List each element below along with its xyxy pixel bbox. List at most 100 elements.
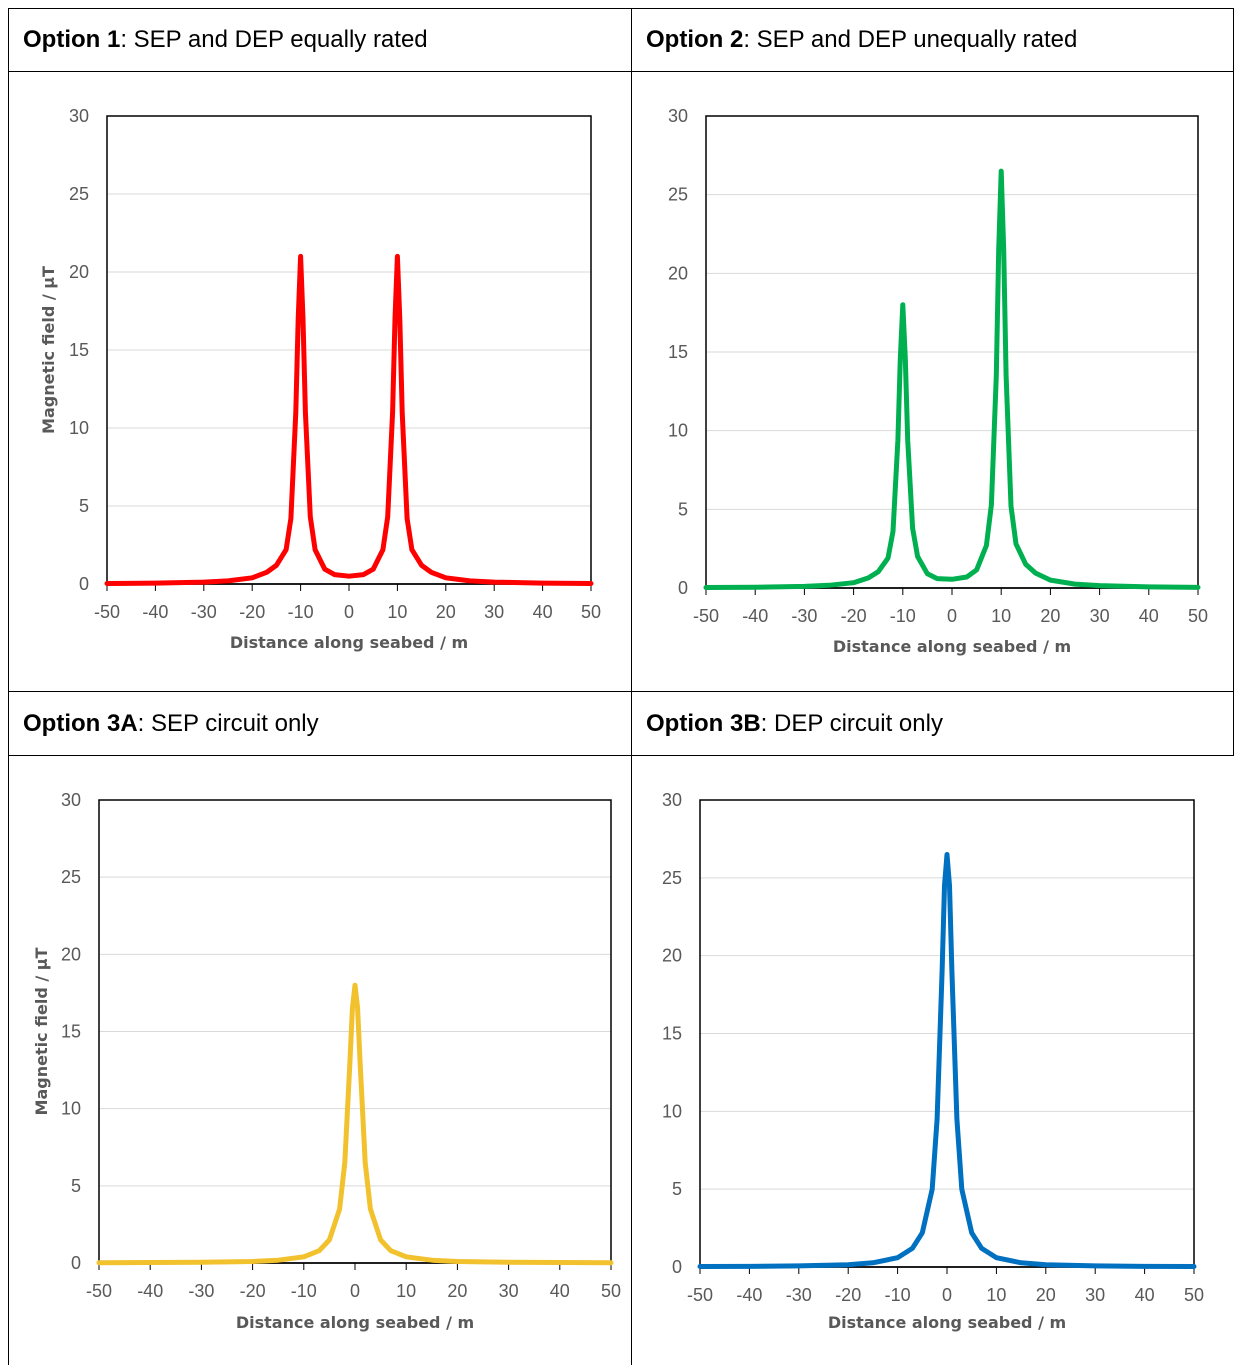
y-tick-label: 15 [662,1024,682,1044]
x-tick-label: 20 [1036,1285,1056,1305]
chart-option-3a: 0 5 10 15 20 25 30 -50 -40 -30 -20 -10 0 10 20 30 40 50 Di… [32,790,621,1332]
y-tick-label: 20 [69,262,89,282]
y-axis-title: Magnetic field / µT [32,947,51,1115]
x-tick-label: -10 [291,1281,317,1301]
x-axis-title: Distance along seabed / m [828,1313,1066,1332]
x-tick-label: 30 [499,1281,519,1301]
y-tick-label: 20 [61,944,81,964]
x-tick-label: -10 [885,1285,911,1305]
y-axis-title: Magnetic field / µT [39,266,58,434]
chart-cell-2: 0 5 10 15 20 25 30 -50 -40 -30 -20 -10 0 10 20 30 40 50 Di… [632,72,1234,692]
x-tick-label: 10 [986,1285,1006,1305]
y-tick-label: 5 [672,1179,682,1199]
y-tick-label: 0 [79,574,89,594]
panel-header-text: : SEP and DEP unequally rated [743,26,1078,53]
x-tick-label: -20 [835,1285,861,1305]
panel-header-text: : SEP and DEP equally rated [120,26,428,53]
y-tick-label: 20 [662,946,682,966]
chart-cell-4: 0 5 10 15 20 25 30 -50 -40 -30 -20 -10 0 10 20 30 40 50 Di… [632,756,1234,1365]
figure-table: Option 1: SEP and DEP equally rated Opti… [8,8,1234,1365]
panel-header-bold: Option 1 [23,26,121,53]
y-tick-label: 10 [662,1101,682,1121]
x-tick-label: 40 [1139,606,1159,626]
x-tick-label: 40 [1135,1285,1155,1305]
y-tick-label: 10 [668,421,688,441]
panel-header-1: Option 1: SEP and DEP equally rated [8,8,632,72]
x-tick-label: 50 [581,602,601,622]
y-tick-label: 0 [672,1257,682,1277]
panel-header-2: Option 2: SEP and DEP unequally rated [632,8,1234,72]
x-tick-label: 0 [344,602,354,622]
y-tick-label: 20 [668,263,688,283]
y-tick-label: 25 [69,184,89,204]
y-tick-label: 25 [662,868,682,888]
x-tick-label: 0 [350,1281,360,1301]
x-tick-label: 10 [991,606,1011,626]
x-tick-label: -30 [786,1285,812,1305]
x-tick-label: 10 [396,1281,416,1301]
y-tick-label: 25 [61,867,81,887]
data-series-line [703,168,1201,590]
y-tick-label: 5 [71,1176,81,1196]
y-tick-label: 30 [662,790,682,810]
y-tick-label: 0 [678,578,688,598]
y-tick-label: 0 [71,1253,81,1273]
x-axis-title: Distance along seabed / m [833,637,1071,656]
y-tick-label: 15 [668,342,688,362]
x-tick-label: -40 [736,1285,762,1305]
x-tick-label: -10 [288,602,314,622]
x-tick-label: -50 [687,1285,713,1305]
chart-option-3b: 0 5 10 15 20 25 30 -50 -40 -30 -20 -10 0 10 20 30 40 50 Di… [662,790,1204,1332]
data-series-line [104,253,594,586]
y-tick-label: 5 [79,496,89,516]
x-tick-label: 20 [447,1281,467,1301]
x-tick-label: 30 [1085,1285,1105,1305]
x-tick-label: 40 [550,1281,570,1301]
x-tick-label: 50 [1188,606,1208,626]
chart-option-2: 0 5 10 15 20 25 30 -50 -40 -30 -20 -10 0 10 20 30 40 50 Di… [668,106,1208,656]
y-tick-label: 15 [69,340,89,360]
panel-header-text: : SEP circuit only [137,709,319,737]
x-tick-label: 30 [1090,606,1110,626]
x-tick-label: -50 [86,1281,112,1301]
x-tick-label: -40 [742,606,768,626]
x-tick-label: -40 [142,602,168,622]
x-tick-label: -50 [693,606,719,626]
chart-cell-3: 0 5 10 15 20 25 30 -50 -40 -30 -20 -10 0 10 20 30 40 50 Di… [8,756,632,1365]
x-tick-label: 0 [947,606,957,626]
x-tick-label: -50 [94,602,120,622]
x-tick-label: -30 [791,606,817,626]
x-axis-title: Distance along seabed / m [230,633,468,652]
x-tick-label: -40 [137,1281,163,1301]
x-tick-label: -10 [890,606,916,626]
x-tick-label: 30 [484,602,504,622]
y-tick-label: 5 [678,499,688,519]
chart-option-1: 0 5 10 15 20 25 30 -50 -40 -30 -20 -10 0 10 20 30 40 50 Di… [39,106,601,652]
x-tick-label: 50 [1184,1285,1204,1305]
panel-header-4: Option 3B: DEP circuit only [632,692,1234,756]
panel-header-text: : DEP circuit only [760,709,943,737]
panel-header-bold: Option 2 [646,26,744,53]
x-axis-title: Distance along seabed / m [236,1313,474,1332]
data-series-line [96,982,614,1266]
x-tick-label: -20 [239,602,265,622]
x-tick-label: 50 [601,1281,621,1301]
x-tick-label: 40 [533,602,553,622]
data-series-line [697,852,1197,1269]
x-tick-label: -30 [188,1281,214,1301]
y-tick-label: 30 [668,106,688,126]
x-tick-label: 20 [436,602,456,622]
y-tick-label: 30 [69,106,89,126]
x-tick-label: 10 [387,602,407,622]
x-tick-label: 0 [942,1285,952,1305]
y-tick-label: 30 [61,790,81,810]
chart-cell-1: 0 5 10 15 20 25 30 -50 -40 -30 -20 -10 0 10 20 30 40 50 Di… [8,72,632,692]
y-tick-label: 25 [668,185,688,205]
y-tick-label: 10 [61,1099,81,1119]
panel-header-bold: Option 3B [646,709,761,737]
y-tick-label: 10 [69,418,89,438]
x-tick-label: 20 [1040,606,1060,626]
x-tick-label: -30 [191,602,217,622]
y-tick-label: 15 [61,1022,81,1042]
panel-header-bold: Option 3A [23,709,138,737]
